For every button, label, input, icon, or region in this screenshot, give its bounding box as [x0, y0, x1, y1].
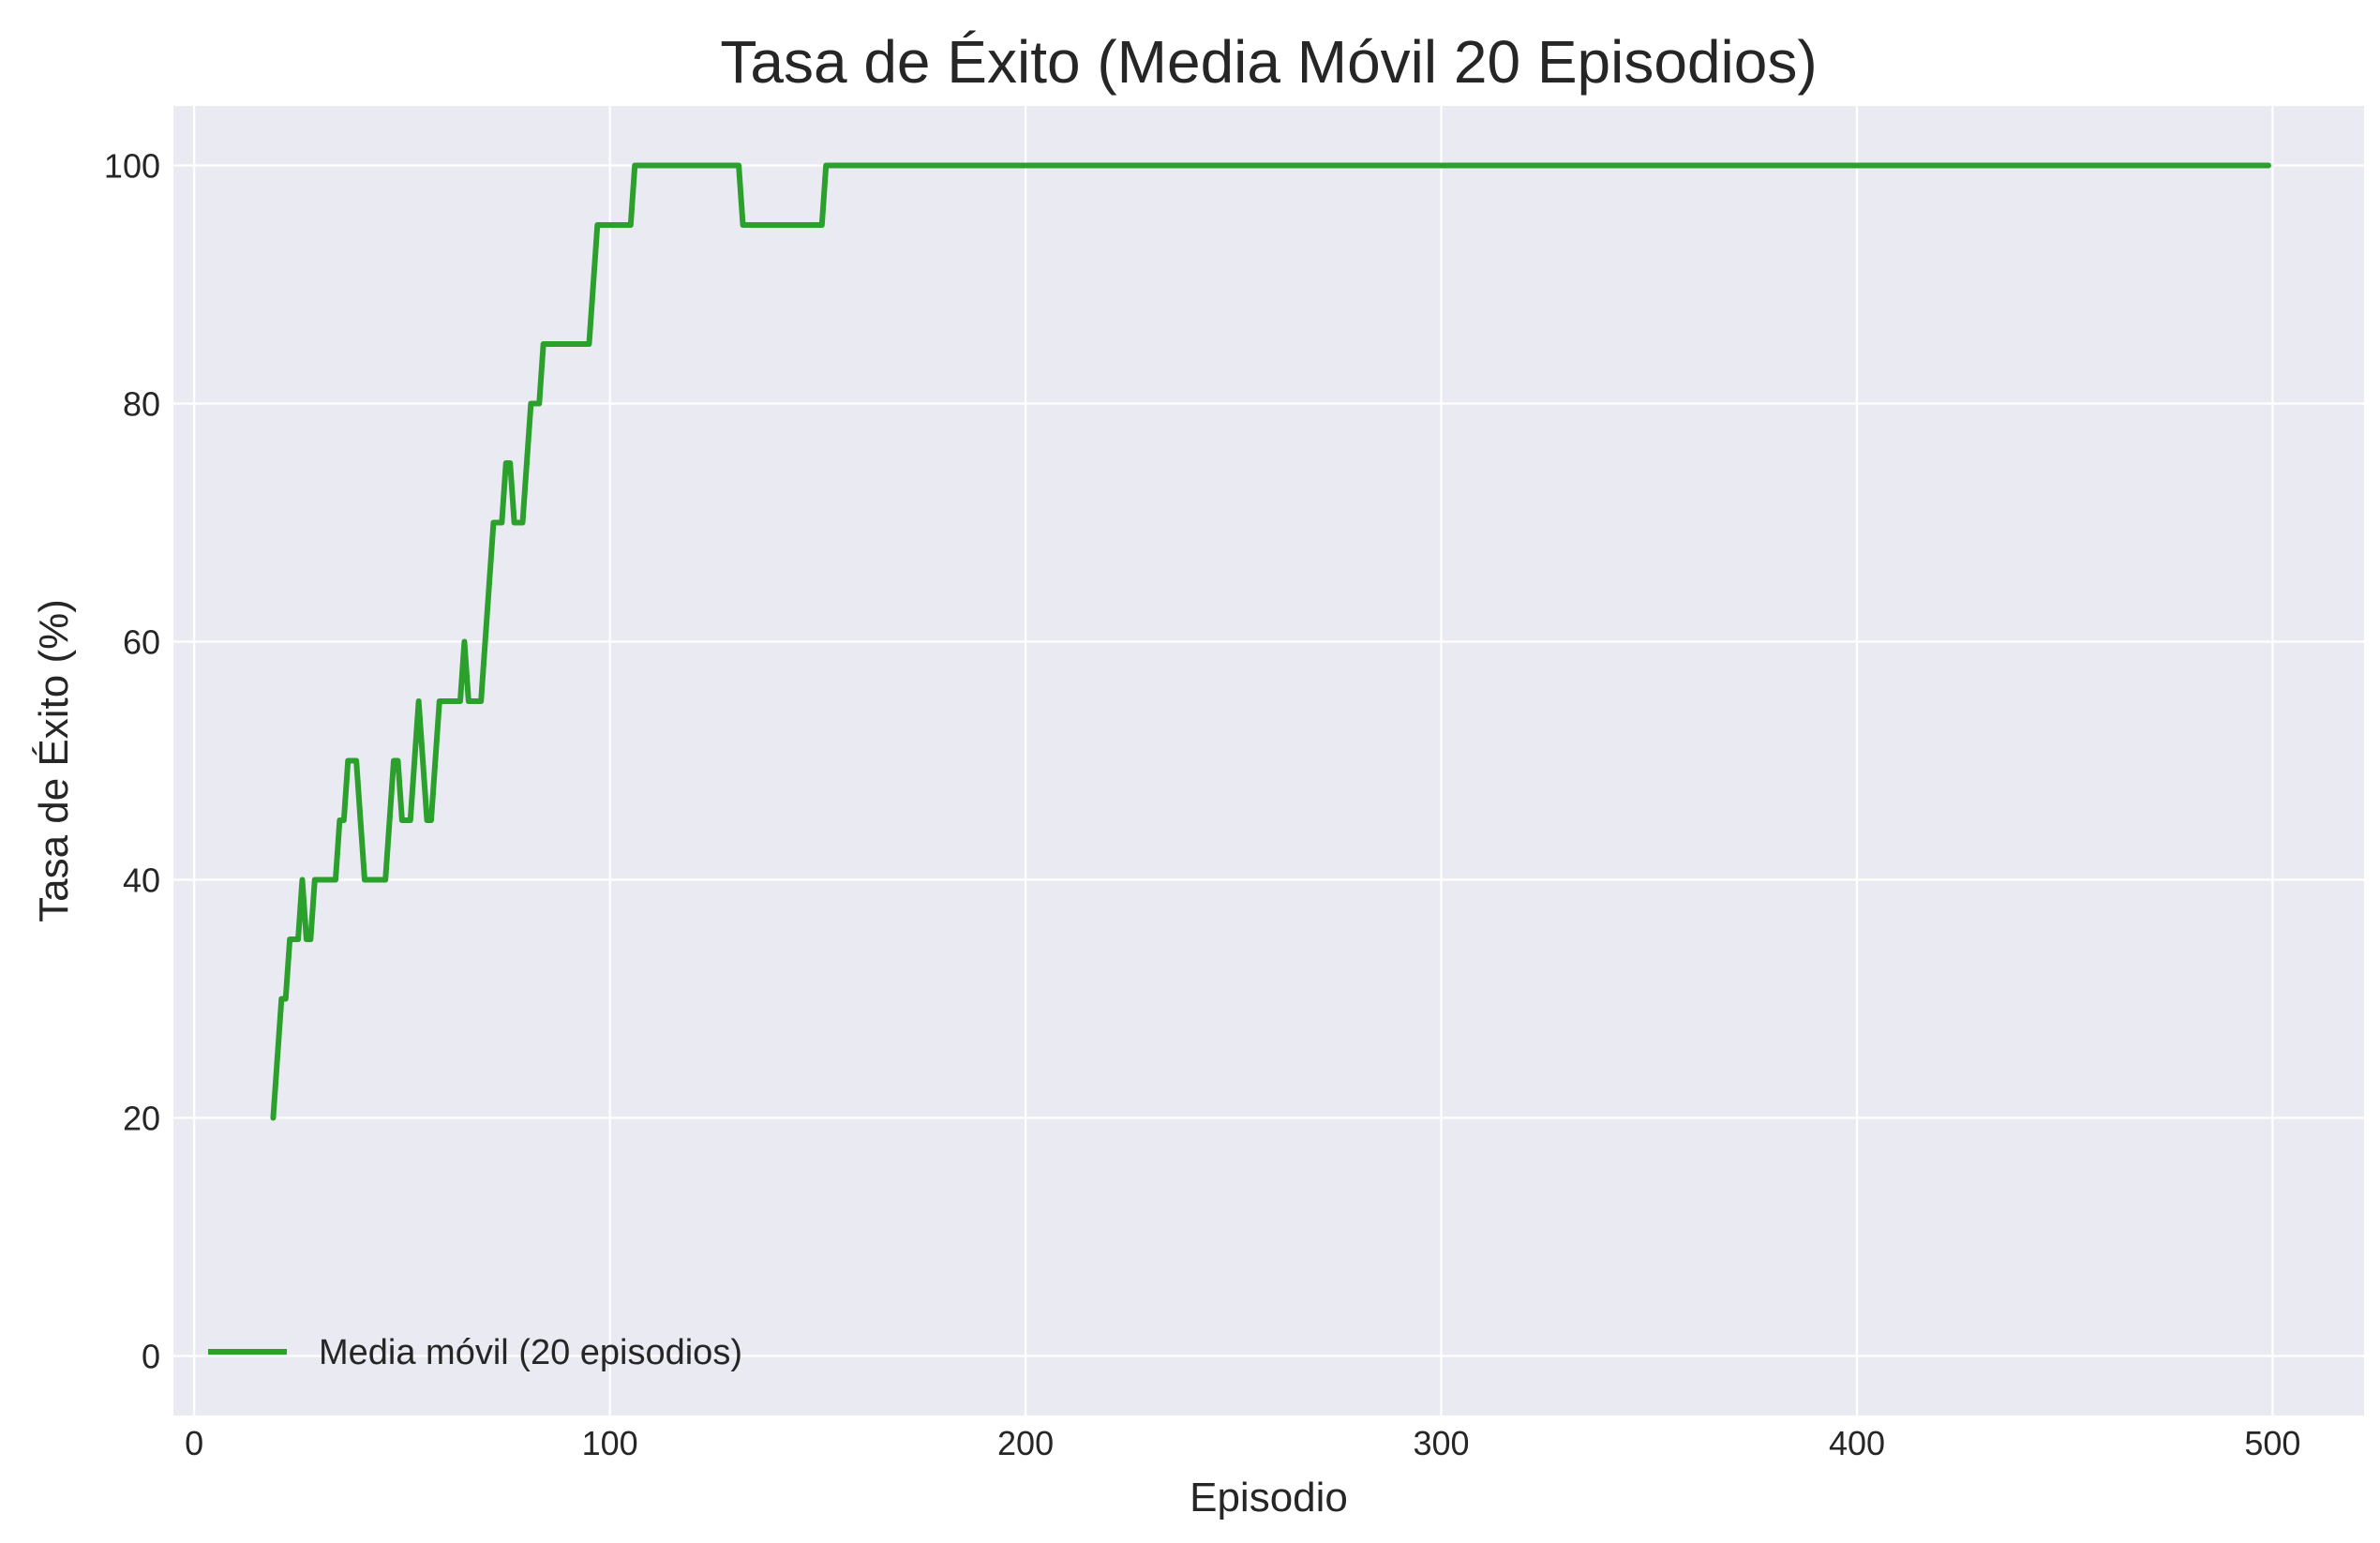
series-layer — [270, 162, 2272, 1121]
x-tick-label: 500 — [2244, 1424, 2300, 1462]
x-tick-label: 400 — [1829, 1424, 1885, 1462]
y-tick-label: 0 — [142, 1338, 160, 1376]
x-gridlines — [193, 106, 2274, 1416]
x-tick-label: 0 — [185, 1424, 203, 1462]
y-tick-label: 40 — [123, 861, 160, 900]
y-axis-label: Tasa de Éxito (%) — [31, 599, 77, 922]
x-tick-labels: 0 100 200 300 400 500 — [185, 1424, 2300, 1462]
y-tick-label: 100 — [104, 147, 160, 186]
legend-label: Media móvil (20 episodios) — [319, 1333, 742, 1372]
x-tick-label: 200 — [997, 1424, 1054, 1462]
legend: Media móvil (20 episodios) — [208, 1333, 742, 1372]
y-tick-label: 60 — [123, 623, 160, 662]
x-axis-label: Episodio — [1190, 1475, 1348, 1521]
series-line — [270, 162, 2272, 1121]
y-tick-labels: 0 20 40 60 80 100 — [104, 147, 160, 1376]
y-tick-label: 80 — [123, 385, 160, 424]
chart-title: Tasa de Éxito (Media Móvil 20 Episodios) — [720, 28, 1817, 96]
x-tick-label: 300 — [1413, 1424, 1469, 1462]
y-tick-label: 20 — [123, 1100, 160, 1138]
plot-area — [173, 106, 2364, 1416]
x-tick-label: 100 — [582, 1424, 638, 1462]
